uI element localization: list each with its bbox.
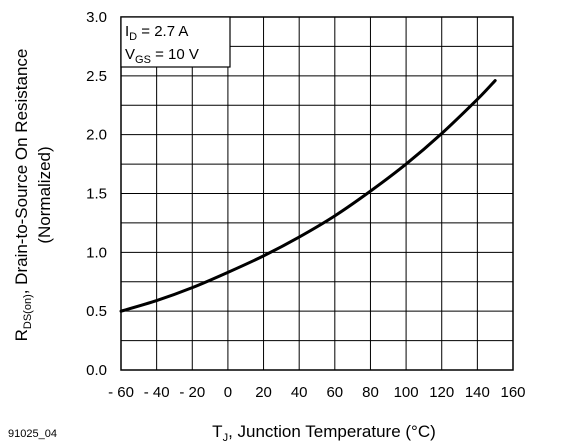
x-tick-label: - 60 <box>108 384 134 401</box>
y-tick-label: 0.0 <box>86 362 107 379</box>
series-layer <box>121 81 495 312</box>
plot-grid <box>121 17 513 370</box>
x-tick-label: 160 <box>500 384 525 401</box>
x-tick-label: 120 <box>429 384 454 401</box>
x-tick-label: 20 <box>255 384 272 401</box>
y-tick-label: 2.5 <box>86 68 107 85</box>
x-tick-label: 80 <box>362 384 379 401</box>
x-tick-label: 0 <box>224 384 232 401</box>
x-tick-label: 60 <box>326 384 343 401</box>
x-tick-label: 100 <box>394 384 419 401</box>
y-tick-label: 1.5 <box>86 186 107 203</box>
figure-id: 91025_04 <box>8 428 57 440</box>
y-axis-title: RDS(on), Drain-to-Source On Resistance <box>12 49 34 342</box>
x-tick-label: 40 <box>291 384 308 401</box>
y-axis-subtitle: (Normalized) <box>35 146 54 243</box>
x-tick-label: - 20 <box>179 384 205 401</box>
y-tick-labels: 0.0 0.5 1.0 1.5 2.0 2.5 3.0 <box>86 9 107 379</box>
series-line <box>121 81 495 312</box>
y-tick-label: 2.0 <box>86 127 107 144</box>
x-tick-labels: - 60 - 40 - 20 0 20 40 60 80 100 120 140 160 <box>108 384 525 401</box>
x-axis-title: TJ, Junction Temperature (°C) <box>212 422 436 444</box>
y-tick-label: 1.0 <box>86 244 107 261</box>
legend-annotation: ID = 2.7 A VGS = 10 V <box>121 17 230 67</box>
x-tick-label: - 40 <box>144 384 170 401</box>
y-tick-label: 0.5 <box>86 303 107 320</box>
x-tick-label: 140 <box>465 384 490 401</box>
y-tick-label: 3.0 <box>86 9 107 26</box>
